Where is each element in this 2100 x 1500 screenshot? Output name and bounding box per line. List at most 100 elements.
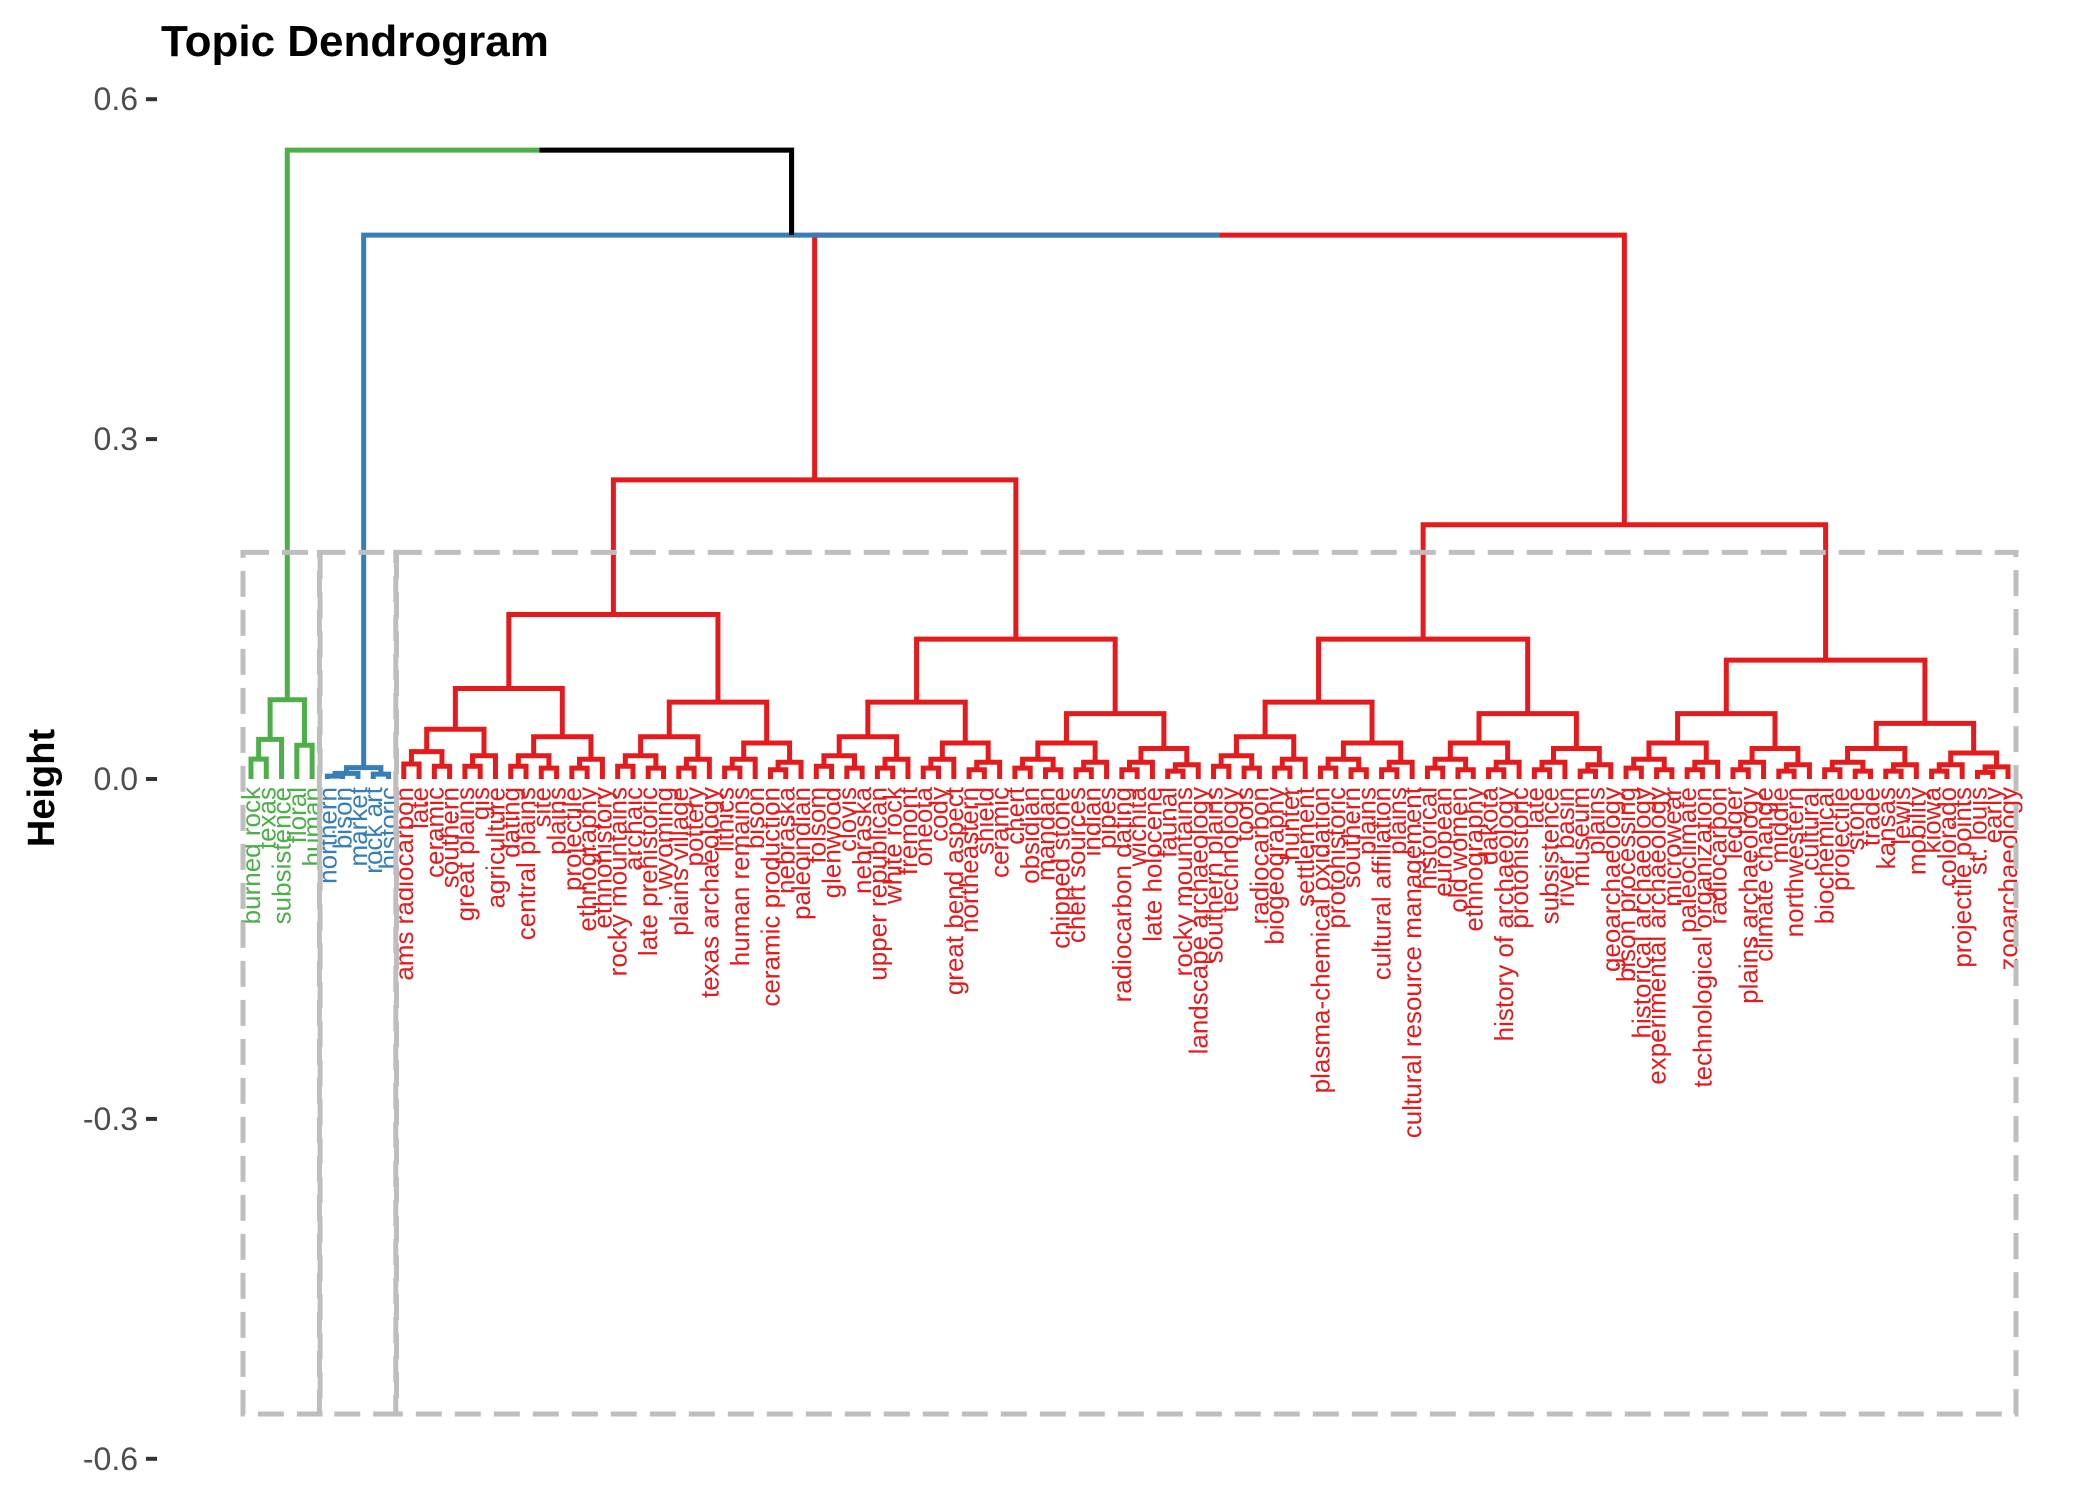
leaf-label: great plains bbox=[450, 787, 480, 921]
leaf-label: radiocarbon bbox=[1244, 787, 1274, 924]
leaf-label: projectile bbox=[1825, 787, 1855, 891]
leaf-label: gis bbox=[465, 787, 495, 820]
leaf-label: bison bbox=[328, 787, 358, 849]
leaf-label: upper republican bbox=[862, 787, 892, 981]
leaf-label: mobility bbox=[1901, 787, 1931, 875]
dendrogram-branch bbox=[1165, 768, 1186, 779]
dendrogram-branch bbox=[1272, 765, 1293, 779]
dendrogram-branch bbox=[1852, 768, 1873, 779]
leaf-label: paleoindian bbox=[786, 787, 816, 920]
leaf-label: chert bbox=[1000, 786, 1030, 845]
dendrogram-branch bbox=[836, 734, 900, 760]
dendrogram-branch bbox=[874, 765, 896, 779]
dendrogram-branch bbox=[1325, 756, 1362, 770]
root-branch bbox=[539, 147, 795, 236]
dendrogram-branch bbox=[844, 765, 865, 779]
leaf-label: microwear bbox=[1657, 787, 1687, 907]
leaf-label: plasma-chemical oxidation bbox=[1305, 787, 1335, 1093]
chart-title: Topic Dendrogram bbox=[161, 17, 549, 66]
leaf-label: tools bbox=[1229, 787, 1259, 842]
leaf-label: experimental archaeology bbox=[1642, 787, 1672, 1085]
leaf-label: site bbox=[526, 787, 556, 827]
leaf-label: kansas bbox=[1871, 787, 1901, 869]
dendrogram-branch bbox=[767, 767, 789, 779]
leaf-label: trade bbox=[1855, 787, 1885, 846]
leaf-label: northeastern bbox=[954, 787, 984, 933]
leaf-label: ceramic production bbox=[755, 787, 785, 1007]
dendrogram-branch bbox=[1432, 756, 1469, 770]
leaf-label: texas archaeology bbox=[694, 787, 724, 998]
dendrogram-branch bbox=[508, 763, 529, 779]
dendrogram-branch bbox=[666, 699, 770, 744]
leaf-label: history of archaeology bbox=[1489, 787, 1519, 1041]
dendrogram-branch bbox=[966, 767, 987, 779]
dendrogram-branch bbox=[431, 763, 453, 779]
leaf-label: late bbox=[1519, 787, 1549, 829]
dendrogram-branch bbox=[1486, 767, 1507, 779]
leaf-label: plains bbox=[1382, 787, 1412, 855]
cluster-box bbox=[393, 549, 2019, 1417]
y-tick-label: 0.6 bbox=[94, 81, 138, 117]
dendrogram-branch bbox=[569, 765, 590, 779]
leaf-label: cody bbox=[924, 787, 954, 842]
leaf-label: chipped stone bbox=[1046, 787, 1076, 949]
leaf-label: plains bbox=[1351, 787, 1381, 855]
dendrogram-branch bbox=[452, 686, 565, 737]
dendrogram-branch bbox=[865, 699, 968, 744]
leaf-label: late holocene bbox=[1137, 787, 1167, 942]
leaf-label: plains village bbox=[664, 787, 694, 936]
dendrogram-branch bbox=[1822, 767, 1843, 779]
dendrogram-branch bbox=[1012, 765, 1033, 779]
dendrogram-branch bbox=[1531, 767, 1553, 779]
cluster-boxes bbox=[240, 549, 2019, 1417]
dendrogram-branch bbox=[638, 734, 701, 760]
leaf-label: northwestern bbox=[1779, 787, 1809, 937]
dendrogram-branch bbox=[462, 763, 483, 779]
leaf-label: southern bbox=[1336, 787, 1366, 888]
leaf-label: human remains bbox=[725, 787, 755, 966]
leaf-label: late bbox=[404, 787, 434, 829]
leaf-label: st. louis bbox=[1962, 787, 1992, 875]
leaf-label: market bbox=[343, 786, 373, 866]
leaf-label: texas bbox=[251, 787, 281, 849]
dendrogram-branch bbox=[576, 756, 605, 779]
leaf-label: cultural resource management bbox=[1397, 786, 1427, 1138]
dendrogram-branch bbox=[1042, 767, 1064, 779]
dendrogram-branch bbox=[1883, 768, 1904, 779]
dendrogram-branch bbox=[370, 771, 392, 779]
leaf-label: paleoclimate bbox=[1672, 787, 1702, 933]
dendrogram-branch bbox=[1379, 767, 1400, 779]
leaf-label: protohistoric bbox=[1504, 787, 1534, 929]
leaf-label: late prehistoric bbox=[633, 787, 663, 956]
leaf-label: climate change bbox=[1749, 787, 1779, 962]
dendrogram-branch bbox=[538, 765, 560, 779]
leaf-label: archaic bbox=[618, 787, 648, 871]
leaf-label: southern bbox=[435, 787, 465, 888]
leaf-label: museum bbox=[1565, 787, 1595, 887]
leaf-label: shield bbox=[969, 787, 999, 855]
dendrogram-branch bbox=[361, 232, 1220, 768]
dendrogram-branch bbox=[882, 756, 911, 779]
y-tick-label: 0.0 bbox=[94, 761, 138, 797]
leaf-label: nebraska bbox=[847, 786, 877, 893]
dendrogram-branch bbox=[1317, 765, 1339, 779]
leaf-label: mandan bbox=[1030, 787, 1060, 881]
dendrogram-branch bbox=[1348, 767, 1369, 779]
leaf-label: kiowa bbox=[1917, 786, 1947, 853]
leaf-label: glenwood bbox=[817, 787, 847, 898]
leaf-label: european bbox=[1428, 787, 1458, 897]
dendrogram-branch bbox=[1262, 699, 1375, 744]
dendrogram-branch bbox=[531, 734, 594, 760]
leaf-label: subsistence bbox=[267, 787, 297, 924]
leaf-label: stone bbox=[1840, 787, 1870, 851]
leaf-label: historical archaeology bbox=[1626, 787, 1656, 1038]
leaf-label: ethnography bbox=[572, 787, 602, 932]
leaf-label: floral bbox=[282, 787, 312, 843]
leaf-label: plains bbox=[542, 787, 572, 855]
leaf-label: cultural affiliation bbox=[1367, 787, 1397, 980]
dendrogram-branch bbox=[1730, 767, 1751, 779]
leaf-label: chert sources bbox=[1061, 787, 1091, 943]
leaf-label: landscape archaeology bbox=[1183, 787, 1213, 1054]
leaf-label: early bbox=[1978, 787, 2008, 843]
dendrogram-branch bbox=[1654, 767, 1675, 779]
